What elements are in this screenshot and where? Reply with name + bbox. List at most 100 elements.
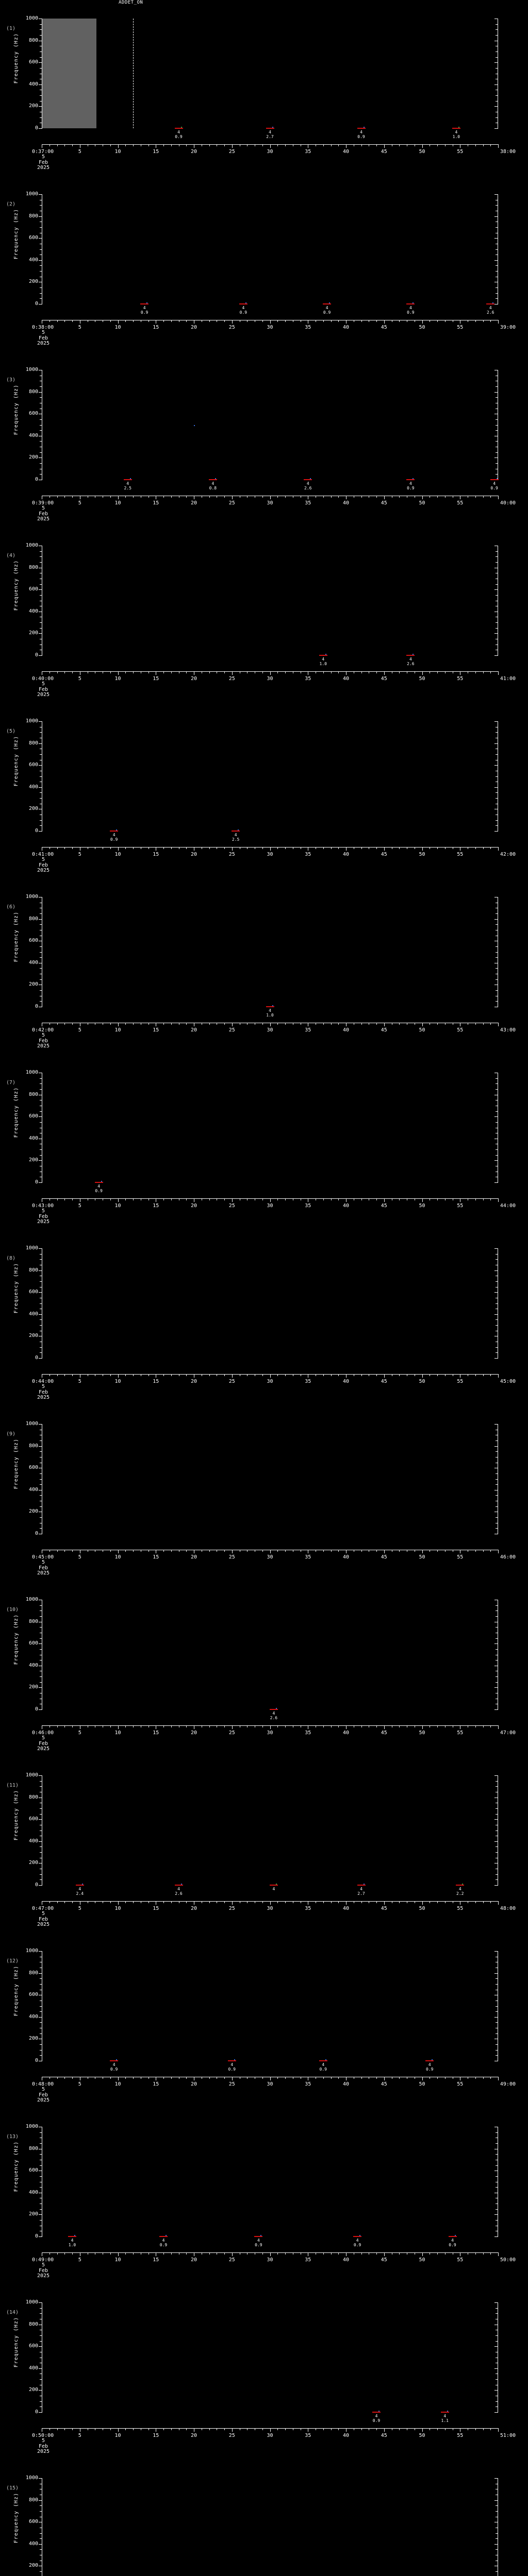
y-tick-right	[496, 2165, 498, 2166]
spectrogram-panel: (3) Frequency (Hz) 0 200 400 600 800 1000 4 2.5 4 0…	[0, 359, 528, 534]
y-tick	[39, 1248, 42, 1249]
x-tick	[498, 1725, 499, 1729]
x-tick-label: 40	[342, 1906, 350, 1911]
y-tick-right	[496, 35, 498, 36]
detection-label: 4 0.9	[407, 306, 414, 315]
x-tick-label: 20	[190, 676, 197, 682]
x-tick	[57, 2077, 58, 2079]
detection-count: 4	[451, 2238, 454, 2243]
panel-number: (15)	[6, 2485, 19, 2491]
x-tick	[232, 1550, 233, 1553]
y-tick-right	[496, 2055, 498, 2056]
detection-dot	[412, 654, 414, 655]
x-tick-label: 30	[267, 2257, 273, 2263]
y-tick-label: 800	[28, 2145, 38, 2151]
y-tick	[39, 2478, 42, 2479]
y-tick	[40, 1440, 42, 1441]
x-tick-label: 20	[190, 1379, 197, 1384]
y-tick	[40, 1001, 42, 1002]
y-tick	[39, 1446, 42, 1447]
x-tick-label: 15	[153, 500, 159, 506]
y-tick-right	[494, 1292, 498, 1293]
x-tick	[57, 847, 58, 849]
x-tick	[57, 1023, 58, 1025]
date-stamp: 5 Feb 2025	[32, 857, 55, 874]
date-stamp-line: Feb	[38, 2443, 48, 2449]
date-stamp: 5 Feb 2025	[32, 2087, 55, 2104]
x-tick-label: 10	[114, 676, 121, 682]
x-tick-label: 50	[419, 1906, 425, 1911]
detection-bar	[304, 479, 312, 480]
spectrogram-panel: (9) Frequency (Hz) 0 200 400 600 800 1000 0:45:0…	[0, 1413, 528, 1588]
x-tick-label: 20	[190, 1730, 197, 1736]
detection-dot	[458, 127, 459, 128]
x-tick-label: 50	[419, 2081, 425, 2087]
x-tick	[475, 2428, 476, 2430]
x-tick-label: 20	[190, 1203, 197, 1209]
x-tick-label: 25	[228, 1379, 235, 1384]
date-stamp: 5 Feb 2025	[32, 505, 55, 522]
x-tick	[171, 2077, 172, 2079]
x-tick	[437, 847, 438, 849]
y-tick-right	[494, 2368, 498, 2369]
y-tick	[40, 430, 42, 431]
detection-dot	[166, 2235, 167, 2236]
y-tick	[40, 622, 42, 623]
plot-area	[42, 2127, 498, 2236]
y-tick-right	[494, 194, 498, 195]
x-tick-label: 20	[190, 1554, 197, 1560]
y-tick-label: 600	[28, 1640, 38, 1647]
y-tick	[39, 2214, 42, 2215]
detection-dot	[359, 2235, 361, 2236]
x-tick	[186, 320, 187, 322]
y-tick	[39, 2500, 42, 2501]
y-tick	[40, 1616, 42, 1617]
x-tick	[483, 144, 484, 146]
detection-dot	[180, 127, 182, 128]
x-tick	[125, 671, 126, 673]
y-tick	[40, 1281, 42, 1282]
x-tick	[376, 1374, 377, 1376]
detection-bar	[110, 831, 119, 832]
date-stamp: 5 Feb 2025	[32, 1560, 55, 1577]
detection-bar	[323, 303, 332, 304]
detection-bar	[159, 2236, 168, 2237]
x-tick-label: 30	[267, 2081, 273, 2087]
x-tick	[72, 847, 73, 849]
y-tick-label: 600	[28, 235, 38, 241]
x-tick	[277, 2428, 278, 2430]
x-tick	[270, 496, 271, 499]
y-tick	[40, 2022, 42, 2023]
plot-area	[42, 897, 498, 1007]
y-tick	[40, 1506, 42, 1507]
x-tick	[277, 847, 278, 849]
x-tick	[444, 847, 446, 849]
x-tick	[118, 2077, 119, 2080]
x-tick	[57, 2252, 58, 2255]
x-tick	[361, 496, 362, 498]
x-tick-label: 55	[457, 676, 464, 682]
detection-label: 4 2.4	[76, 1887, 84, 1896]
detection-bar	[353, 2236, 362, 2237]
x-tick	[490, 496, 491, 498]
y-tick-label: 800	[28, 1443, 38, 1449]
x-tick	[110, 320, 111, 322]
detection-count: 4	[257, 2238, 260, 2243]
x-tick	[361, 1550, 362, 1552]
y-tick-right	[496, 2341, 498, 2342]
x-tick	[64, 496, 65, 498]
x-tick	[490, 2252, 491, 2255]
y-tick-label: 200	[28, 103, 38, 109]
x-tick	[270, 144, 271, 148]
y-tick-label: 1000	[25, 894, 38, 900]
x-tick	[72, 1023, 73, 1025]
x-tick-label: 0:44:00	[32, 1379, 54, 1384]
y-tick	[40, 1846, 42, 1848]
y-tick-right	[494, 1116, 498, 1117]
date-stamp-line: 5	[41, 154, 45, 160]
detection-bar	[123, 479, 132, 480]
y-tick	[39, 919, 42, 920]
detection-count: 4	[409, 306, 412, 310]
x-tick-label: 25	[228, 1906, 235, 1911]
x-tick	[444, 2428, 446, 2430]
